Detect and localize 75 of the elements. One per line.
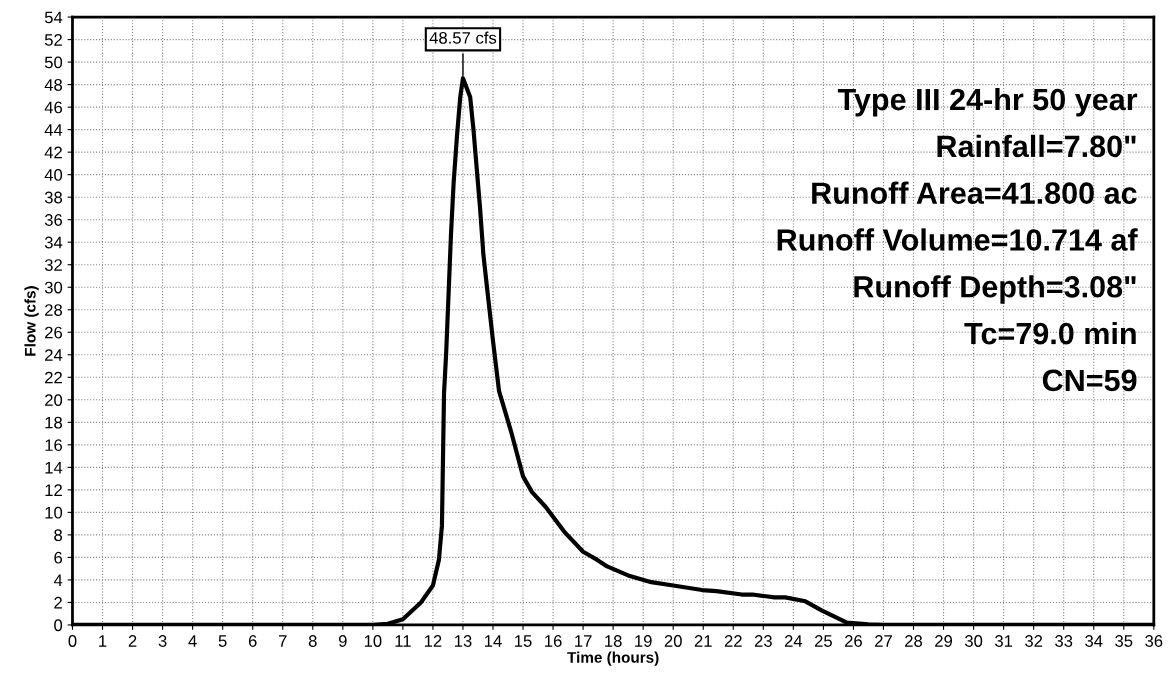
y-tick-label: 36 bbox=[44, 214, 63, 226]
x-tick-label: 19 bbox=[635, 635, 652, 647]
x-tick-label: 23 bbox=[754, 635, 772, 647]
y-tick-label: 16 bbox=[45, 439, 63, 452]
y-tick-label: 38 bbox=[44, 191, 63, 204]
x-tick-label: 9 bbox=[338, 635, 347, 647]
y-tick-label: 44 bbox=[44, 124, 63, 136]
x-axis-title: Time (hours) bbox=[567, 651, 659, 666]
x-tick-label: 8 bbox=[308, 635, 317, 647]
x-tick-label: 11 bbox=[395, 635, 411, 647]
x-tick-label: 33 bbox=[1055, 635, 1073, 647]
x-tick-label: 7 bbox=[278, 635, 287, 647]
y-tick-label: 34 bbox=[44, 236, 63, 249]
x-tick-label: 13 bbox=[454, 635, 472, 647]
x-tick-label: 17 bbox=[575, 635, 592, 647]
x-tick-label: 29 bbox=[935, 635, 953, 647]
y-tick-label: 32 bbox=[44, 259, 62, 271]
x-tick-label: 15 bbox=[515, 635, 532, 647]
x-tick-label: 1 bbox=[99, 635, 107, 647]
y-tick-label: 24 bbox=[45, 349, 63, 361]
y-tick-label: 42 bbox=[44, 146, 62, 159]
y-tick-label: 4 bbox=[53, 574, 63, 586]
y-tick-label: 28 bbox=[45, 304, 63, 316]
x-tick-label: 27 bbox=[875, 635, 892, 647]
x-tick-label: 5 bbox=[218, 635, 227, 647]
y-tick-label: 6 bbox=[54, 551, 63, 564]
annotation: 48.57 cfs bbox=[429, 31, 497, 44]
y-tick-label: 12 bbox=[45, 484, 62, 496]
y-tick-label: 22 bbox=[45, 371, 62, 384]
y-tick-label: 18 bbox=[45, 416, 63, 429]
x-tick-label: 3 bbox=[158, 635, 167, 647]
x-tick-label: 18 bbox=[605, 635, 622, 647]
x-tick-label: 22 bbox=[724, 635, 742, 647]
annotation: Rainfall=7.80" bbox=[937, 134, 1136, 158]
x-tick-label: 36 bbox=[1145, 635, 1163, 647]
y-tick-label: 48 bbox=[44, 79, 63, 91]
x-tick-label: 34 bbox=[1085, 635, 1103, 647]
y-tick-label: 40 bbox=[44, 169, 63, 181]
y-tick-label: 50 bbox=[44, 56, 63, 69]
y-tick-label: 2 bbox=[54, 596, 62, 609]
x-tick-label: 10 bbox=[364, 635, 382, 647]
x-tick-label: 25 bbox=[814, 635, 832, 647]
x-tick-label: 28 bbox=[905, 635, 923, 647]
y-tick-label: 8 bbox=[54, 529, 63, 542]
x-tick-label: 6 bbox=[248, 635, 257, 647]
x-tick-label: 4 bbox=[188, 635, 197, 647]
x-tick-label: 2 bbox=[128, 635, 137, 647]
annotation: Type III 24-hr 50 year bbox=[837, 87, 1138, 117]
annotation: Runoff Volume=10.714 af bbox=[777, 228, 1138, 251]
x-tick-label: 26 bbox=[845, 635, 862, 647]
y-tick-label: 26 bbox=[45, 326, 63, 339]
x-tick-label: 24 bbox=[784, 635, 803, 647]
x-tick-label: 12 bbox=[424, 635, 442, 647]
annotation: Runoff Depth=3.08" bbox=[854, 275, 1136, 304]
x-tick-label: 35 bbox=[1115, 635, 1133, 647]
y-axis-title: Flow (cfs) bbox=[24, 286, 39, 356]
annotation: Runoff Area=41.800 ac bbox=[812, 181, 1137, 204]
x-tick-label: 21 bbox=[694, 635, 712, 647]
y-tick-label: 20 bbox=[45, 394, 63, 407]
x-tick-label: 0 bbox=[68, 635, 77, 647]
y-tick-label: 46 bbox=[44, 101, 63, 114]
y-tick-label: 0 bbox=[54, 619, 63, 632]
annotation: CN=59 bbox=[1042, 369, 1137, 392]
x-tick-label: 31 bbox=[994, 635, 1013, 647]
x-tick-label: 32 bbox=[1025, 635, 1043, 647]
x-tick-label: 16 bbox=[545, 635, 562, 647]
y-tick-label: 30 bbox=[44, 281, 63, 294]
x-tick-label: 20 bbox=[664, 635, 682, 647]
y-tick-label: 54 bbox=[44, 11, 63, 24]
x-tick-label: 30 bbox=[964, 635, 983, 647]
y-tick-label: 10 bbox=[45, 506, 63, 519]
y-tick-label: 14 bbox=[45, 461, 63, 474]
annotation: Tc=79.0 min bbox=[964, 321, 1136, 345]
x-tick-label: 14 bbox=[485, 635, 502, 647]
y-tick-label: 52 bbox=[44, 33, 62, 46]
